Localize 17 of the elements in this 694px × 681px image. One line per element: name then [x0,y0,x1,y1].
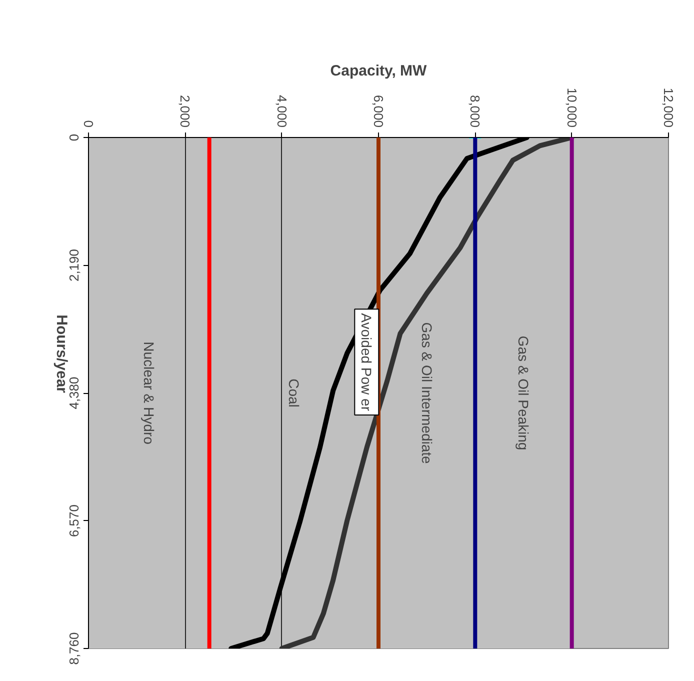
y-tick-label: 8,760 [66,632,82,665]
y-tick-label: 2,190 [66,248,82,282]
y-tick-label: 6,570 [66,504,82,538]
band-label: Coal [286,378,302,408]
x-tick-label: 10,000 [564,88,580,128]
x-tick-label: 6,000 [371,94,386,128]
x-tick-label: 4,000 [274,94,290,128]
x-axis-title: Capacity, MW [330,62,428,80]
x-tick-label: 8,000 [468,94,483,128]
x-tick-label: 12,000 [661,88,676,128]
x-tick-label: 0 [81,120,96,128]
band-label: Gas & Oil Intermediate [418,322,435,464]
annotation: Avoided Pow er [358,313,375,412]
y-tick-label: 0 [66,134,82,142]
band-label: Gas & Oil Peaking [516,336,532,450]
band-label: Nuclear & Hydro [140,342,157,445]
x-tick-label: 2,000 [178,94,193,128]
